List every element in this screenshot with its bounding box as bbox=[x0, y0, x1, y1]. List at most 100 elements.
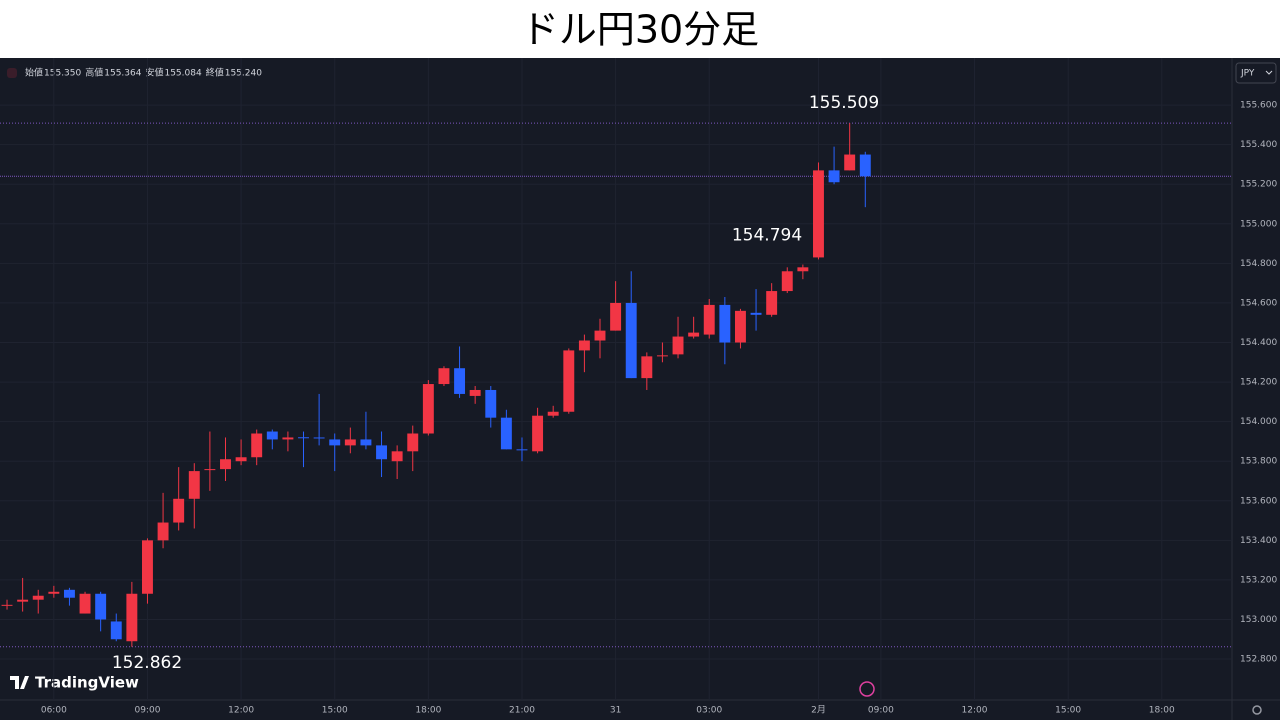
news-icon[interactable] bbox=[859, 681, 875, 697]
candle-body bbox=[734, 310, 746, 343]
y-tick-label: 155.600 bbox=[1240, 101, 1277, 111]
x-tick-label: 21:00 bbox=[509, 706, 535, 716]
candle-body bbox=[750, 312, 762, 315]
y-tick-label: 154.200 bbox=[1240, 378, 1277, 388]
y-tick-label: 154.400 bbox=[1240, 338, 1277, 348]
candle-body bbox=[376, 445, 387, 460]
candle-body bbox=[532, 415, 544, 452]
settings-icon[interactable] bbox=[1252, 705, 1262, 715]
y-tick-label: 155.400 bbox=[1240, 140, 1277, 150]
candle-body bbox=[282, 437, 294, 440]
candle-body bbox=[594, 330, 606, 341]
x-tick-label: 15:00 bbox=[322, 706, 348, 716]
candle-body bbox=[110, 621, 122, 640]
candle-body bbox=[188, 471, 200, 499]
candle-body bbox=[859, 154, 871, 177]
currency-select[interactable] bbox=[1235, 62, 1277, 84]
candle-body bbox=[235, 457, 247, 462]
candle-body bbox=[251, 433, 263, 458]
candle-body bbox=[142, 540, 153, 594]
candle-body bbox=[95, 593, 107, 620]
candle-body bbox=[454, 368, 466, 394]
x-tick-label: 09:00 bbox=[868, 706, 894, 716]
x-tick-label: 15:00 bbox=[1055, 706, 1081, 716]
title-band bbox=[0, 0, 1280, 58]
y-tick-label: 154.000 bbox=[1240, 417, 1277, 427]
candle-body bbox=[641, 356, 653, 379]
candle-body bbox=[360, 439, 372, 446]
ohlc-value: 155.350 bbox=[44, 69, 81, 79]
candle-body bbox=[173, 498, 185, 523]
candle-body bbox=[547, 411, 559, 416]
candle-body bbox=[781, 271, 793, 292]
candle-body bbox=[422, 384, 434, 434]
candle-body bbox=[298, 437, 309, 439]
candle-body bbox=[578, 340, 590, 351]
candle-body bbox=[672, 336, 684, 355]
candle-body bbox=[17, 599, 29, 602]
candle-body bbox=[563, 350, 575, 412]
title: ドル円30分足 bbox=[521, 8, 759, 52]
ohlc-value: 155.240 bbox=[225, 69, 262, 79]
candle-body bbox=[516, 449, 528, 451]
candle-body bbox=[391, 451, 403, 462]
candle-body bbox=[220, 459, 231, 470]
candle-body bbox=[469, 389, 481, 396]
candle-body bbox=[438, 368, 450, 385]
candle-body bbox=[766, 291, 778, 315]
candle-body bbox=[625, 302, 637, 379]
x-tick-label: 09:00 bbox=[134, 706, 160, 716]
ohlc-label: 安値 bbox=[145, 67, 163, 79]
candle-body bbox=[407, 433, 419, 452]
y-tick-label: 153.400 bbox=[1240, 536, 1277, 546]
candle-body bbox=[344, 439, 356, 446]
ohlc-value: 155.084 bbox=[164, 69, 201, 79]
y-tick-label: 154.600 bbox=[1240, 298, 1277, 308]
x-tick-label: 03:00 bbox=[696, 706, 722, 716]
candle-body bbox=[485, 389, 497, 418]
x-tick-label: 2月 bbox=[811, 705, 826, 716]
brand: TradingView bbox=[35, 674, 139, 692]
candle-body bbox=[610, 302, 622, 331]
y-tick-label: 152.800 bbox=[1240, 655, 1277, 665]
candle-body bbox=[204, 469, 216, 471]
x-tick-label: 18:00 bbox=[1149, 706, 1175, 716]
x-tick-label: 31 bbox=[610, 706, 621, 716]
y-tick-label: 153.000 bbox=[1240, 615, 1277, 625]
candle-body bbox=[32, 595, 44, 600]
logo[interactable]: TradingView bbox=[10, 674, 139, 692]
price-annotation: 154.794 bbox=[732, 226, 802, 246]
candle-body bbox=[1, 604, 13, 606]
x-tick-label: 12:00 bbox=[228, 706, 254, 716]
currency[interactable]: JPY bbox=[1240, 69, 1255, 79]
symbol-icon bbox=[7, 68, 17, 78]
candle-body bbox=[656, 355, 668, 357]
y-tick-label: 155.200 bbox=[1240, 180, 1277, 190]
candle-body bbox=[48, 591, 60, 594]
candle-body bbox=[828, 170, 840, 183]
candle-body bbox=[157, 522, 169, 541]
price-annotation: 152.862 bbox=[112, 653, 182, 673]
candle-body bbox=[703, 304, 715, 335]
candle-body bbox=[500, 417, 512, 450]
candle-body bbox=[266, 431, 278, 440]
y-tick-label: 153.800 bbox=[1240, 457, 1277, 467]
ohlc-label: 始値 bbox=[25, 67, 43, 79]
candle-body bbox=[79, 593, 91, 614]
logo-mark bbox=[10, 676, 29, 689]
x-tick-label: 18:00 bbox=[415, 706, 441, 716]
candle-body bbox=[813, 170, 824, 258]
candle-body bbox=[313, 437, 325, 439]
y-tick-label: 154.800 bbox=[1240, 259, 1277, 269]
candle-body bbox=[797, 267, 809, 272]
y-tick-label: 153.200 bbox=[1240, 575, 1277, 585]
dropdown-arrow bbox=[1265, 70, 1273, 75]
x-tick-label: 12:00 bbox=[962, 706, 988, 716]
ohlc-value: 155.364 bbox=[104, 69, 141, 79]
chart-bg bbox=[0, 58, 1280, 720]
candle-body bbox=[63, 589, 75, 598]
price-annotation: 155.509 bbox=[809, 93, 879, 113]
ohlc-label: 終値 bbox=[206, 67, 224, 79]
